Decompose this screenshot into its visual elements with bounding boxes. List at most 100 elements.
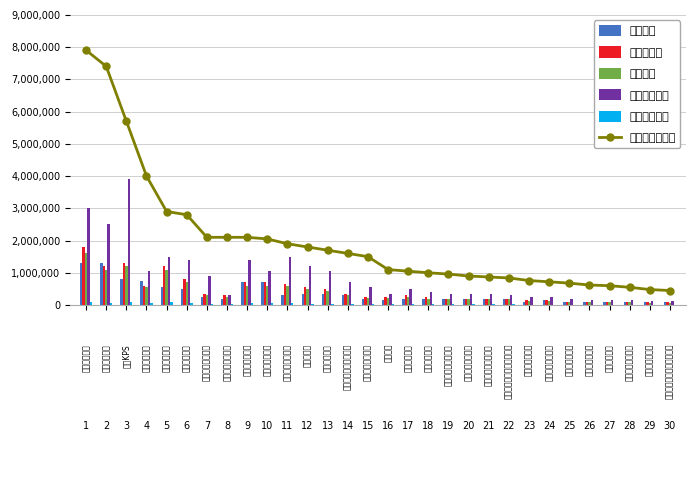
Text: 통합에너지군: 통합에너지군	[605, 344, 614, 371]
Text: 한국토지주택공사: 한국토지주택공사	[283, 344, 292, 381]
Bar	[120, 279, 122, 305]
Bar	[603, 302, 606, 305]
Bar	[143, 286, 146, 305]
Bar	[646, 303, 649, 305]
Bar	[251, 303, 253, 305]
Bar	[80, 263, 83, 305]
Text: 한국도로공사: 한국도로공사	[102, 344, 111, 371]
Bar	[261, 282, 264, 305]
Bar	[201, 297, 203, 305]
Bar	[626, 302, 629, 305]
Text: 한국공항공사: 한국공항공사	[404, 344, 413, 371]
Bar	[503, 299, 505, 305]
Bar	[548, 301, 550, 305]
Bar	[668, 303, 671, 305]
Bar	[387, 298, 389, 305]
Bar	[545, 300, 548, 305]
Bar	[88, 208, 90, 305]
Bar	[122, 263, 125, 305]
Bar	[351, 304, 354, 305]
Bar	[246, 286, 248, 305]
Bar	[644, 303, 646, 305]
Bar	[100, 263, 103, 305]
Text: 한국가스공사: 한국가스공사	[142, 344, 151, 371]
Bar	[384, 297, 387, 305]
Text: 방사성페기물관리시설공단: 방사성페기물관리시설공단	[504, 344, 513, 400]
Bar	[331, 304, 334, 305]
Bar	[449, 294, 452, 305]
Text: 대한주택보증인: 대한주택보증인	[645, 344, 654, 376]
Bar	[165, 270, 168, 305]
Bar	[608, 302, 610, 305]
Bar	[208, 276, 211, 305]
Text: 한국마사회: 한국마사회	[303, 344, 312, 367]
Bar	[666, 303, 668, 305]
Text: 한국수력원자력: 한국수력원자력	[243, 344, 252, 376]
Text: 한국도로교통공단: 한국도로교통공단	[464, 344, 473, 381]
Bar	[568, 302, 570, 305]
Bar	[203, 294, 206, 305]
Bar	[624, 303, 626, 305]
Bar	[85, 253, 88, 305]
Bar	[181, 289, 183, 305]
Bar	[344, 294, 346, 305]
Bar	[105, 270, 107, 305]
Text: 한국광물자원공사: 한국광물자원공사	[625, 344, 634, 381]
Bar	[266, 286, 269, 305]
Bar	[324, 289, 326, 305]
Text: 한국원자력환경공단: 한국원자력환경공단	[484, 344, 494, 386]
Bar	[281, 295, 284, 305]
Bar	[528, 301, 530, 305]
Text: 한국전기안전공사: 한국전기안전공사	[363, 344, 372, 381]
Bar	[427, 299, 430, 305]
Bar	[291, 304, 293, 305]
Bar	[170, 303, 173, 305]
Bar	[425, 297, 427, 305]
Bar	[570, 299, 573, 305]
Bar	[487, 299, 490, 305]
Bar	[510, 295, 512, 305]
Bar	[629, 302, 631, 305]
Bar	[412, 304, 414, 305]
Bar	[168, 257, 170, 305]
Bar	[505, 299, 508, 305]
Bar	[304, 287, 307, 305]
Bar	[183, 279, 186, 305]
Bar	[141, 281, 143, 305]
Bar	[671, 301, 673, 305]
Bar	[369, 287, 372, 305]
Bar	[150, 304, 153, 305]
Bar	[190, 303, 192, 305]
Bar	[321, 294, 324, 305]
Bar	[211, 304, 213, 305]
Bar	[410, 289, 412, 305]
Bar	[160, 287, 163, 305]
Bar	[470, 294, 473, 305]
Legend: 산여지수, 미디어지수, 소통지수, 콌뮤니티지수, 사회공헌지수, 브랜드평판지수: 산여지수, 미디어지수, 소통지수, 콌뮤니티지수, 사회공헌지수, 브랜드평판…	[594, 20, 680, 148]
Bar	[430, 292, 432, 305]
Bar	[508, 299, 510, 305]
Bar	[364, 297, 367, 305]
Text: 한국전력공사: 한국전력공사	[82, 344, 90, 371]
Bar	[326, 290, 329, 305]
Bar	[269, 271, 271, 305]
Bar	[389, 294, 392, 305]
Bar	[248, 260, 251, 305]
Bar	[550, 297, 553, 305]
Bar	[307, 289, 309, 305]
Bar	[130, 302, 132, 305]
Bar	[526, 300, 528, 305]
Text: 한국부동산원: 한국부동산원	[162, 344, 171, 371]
Bar	[463, 299, 465, 305]
Bar	[382, 300, 384, 305]
Bar	[588, 302, 591, 305]
Bar	[465, 299, 468, 305]
Text: 한국수자원공사: 한국수자원공사	[262, 344, 272, 376]
Bar	[583, 302, 586, 305]
Bar	[586, 302, 588, 305]
Text: 혜요에너지공사: 혜요에너지공사	[565, 344, 574, 376]
Bar	[610, 300, 613, 305]
Bar	[362, 299, 364, 305]
Bar	[271, 303, 273, 305]
Bar	[103, 266, 105, 305]
